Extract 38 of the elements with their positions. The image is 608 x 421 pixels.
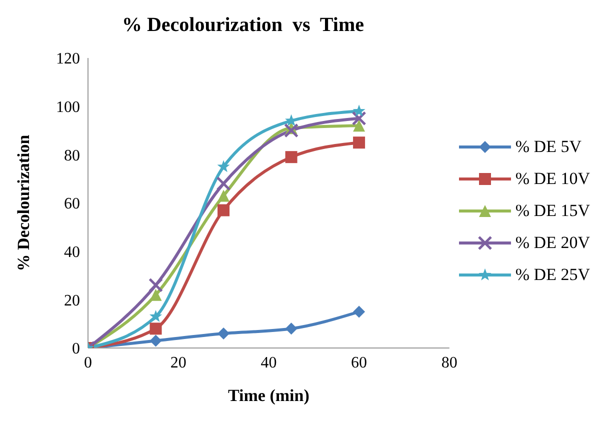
x-axis-title: Time (min) [228, 386, 310, 405]
point [217, 160, 230, 172]
y-axis-title: % Decolourization [14, 134, 34, 272]
point [284, 123, 299, 138]
y-tick-label: 20 [64, 292, 80, 310]
x-tick-label: 20 [170, 354, 186, 372]
point [352, 111, 366, 126]
point [285, 151, 298, 164]
point [285, 322, 298, 335]
point [218, 204, 230, 216]
point [150, 322, 162, 335]
point [353, 306, 366, 318]
y-tick-label: 0 [72, 340, 80, 358]
point [150, 288, 162, 301]
legend-label: % DE 15V [515, 200, 590, 220]
legend-label: % DE 10V [515, 168, 590, 188]
legend-label: % DE 25V [515, 264, 590, 284]
point [150, 334, 162, 347]
point [218, 190, 230, 202]
y-tick-label: 80 [64, 147, 80, 164]
legend-label: % DE 5V [515, 136, 582, 156]
y-tick-label: 100 [56, 99, 80, 116]
point [218, 328, 230, 340]
chart-title: % Decolourization vs Time [120, 14, 366, 37]
y-tick-label: 60 [64, 196, 80, 213]
point [149, 310, 162, 322]
point [148, 278, 164, 292]
point [352, 104, 366, 117]
x-tick-label: 80 [441, 354, 458, 372]
y-tick-label: 120 [56, 50, 80, 68]
legend-label: % DE 20V [515, 232, 590, 252]
x-tick-label: 60 [351, 354, 368, 372]
x-tick-label: 0 [84, 354, 92, 372]
point [216, 176, 231, 191]
point [353, 120, 366, 132]
point [353, 136, 366, 149]
y-tick-label: 40 [64, 244, 80, 262]
x-tick-label: 40 [260, 354, 277, 372]
